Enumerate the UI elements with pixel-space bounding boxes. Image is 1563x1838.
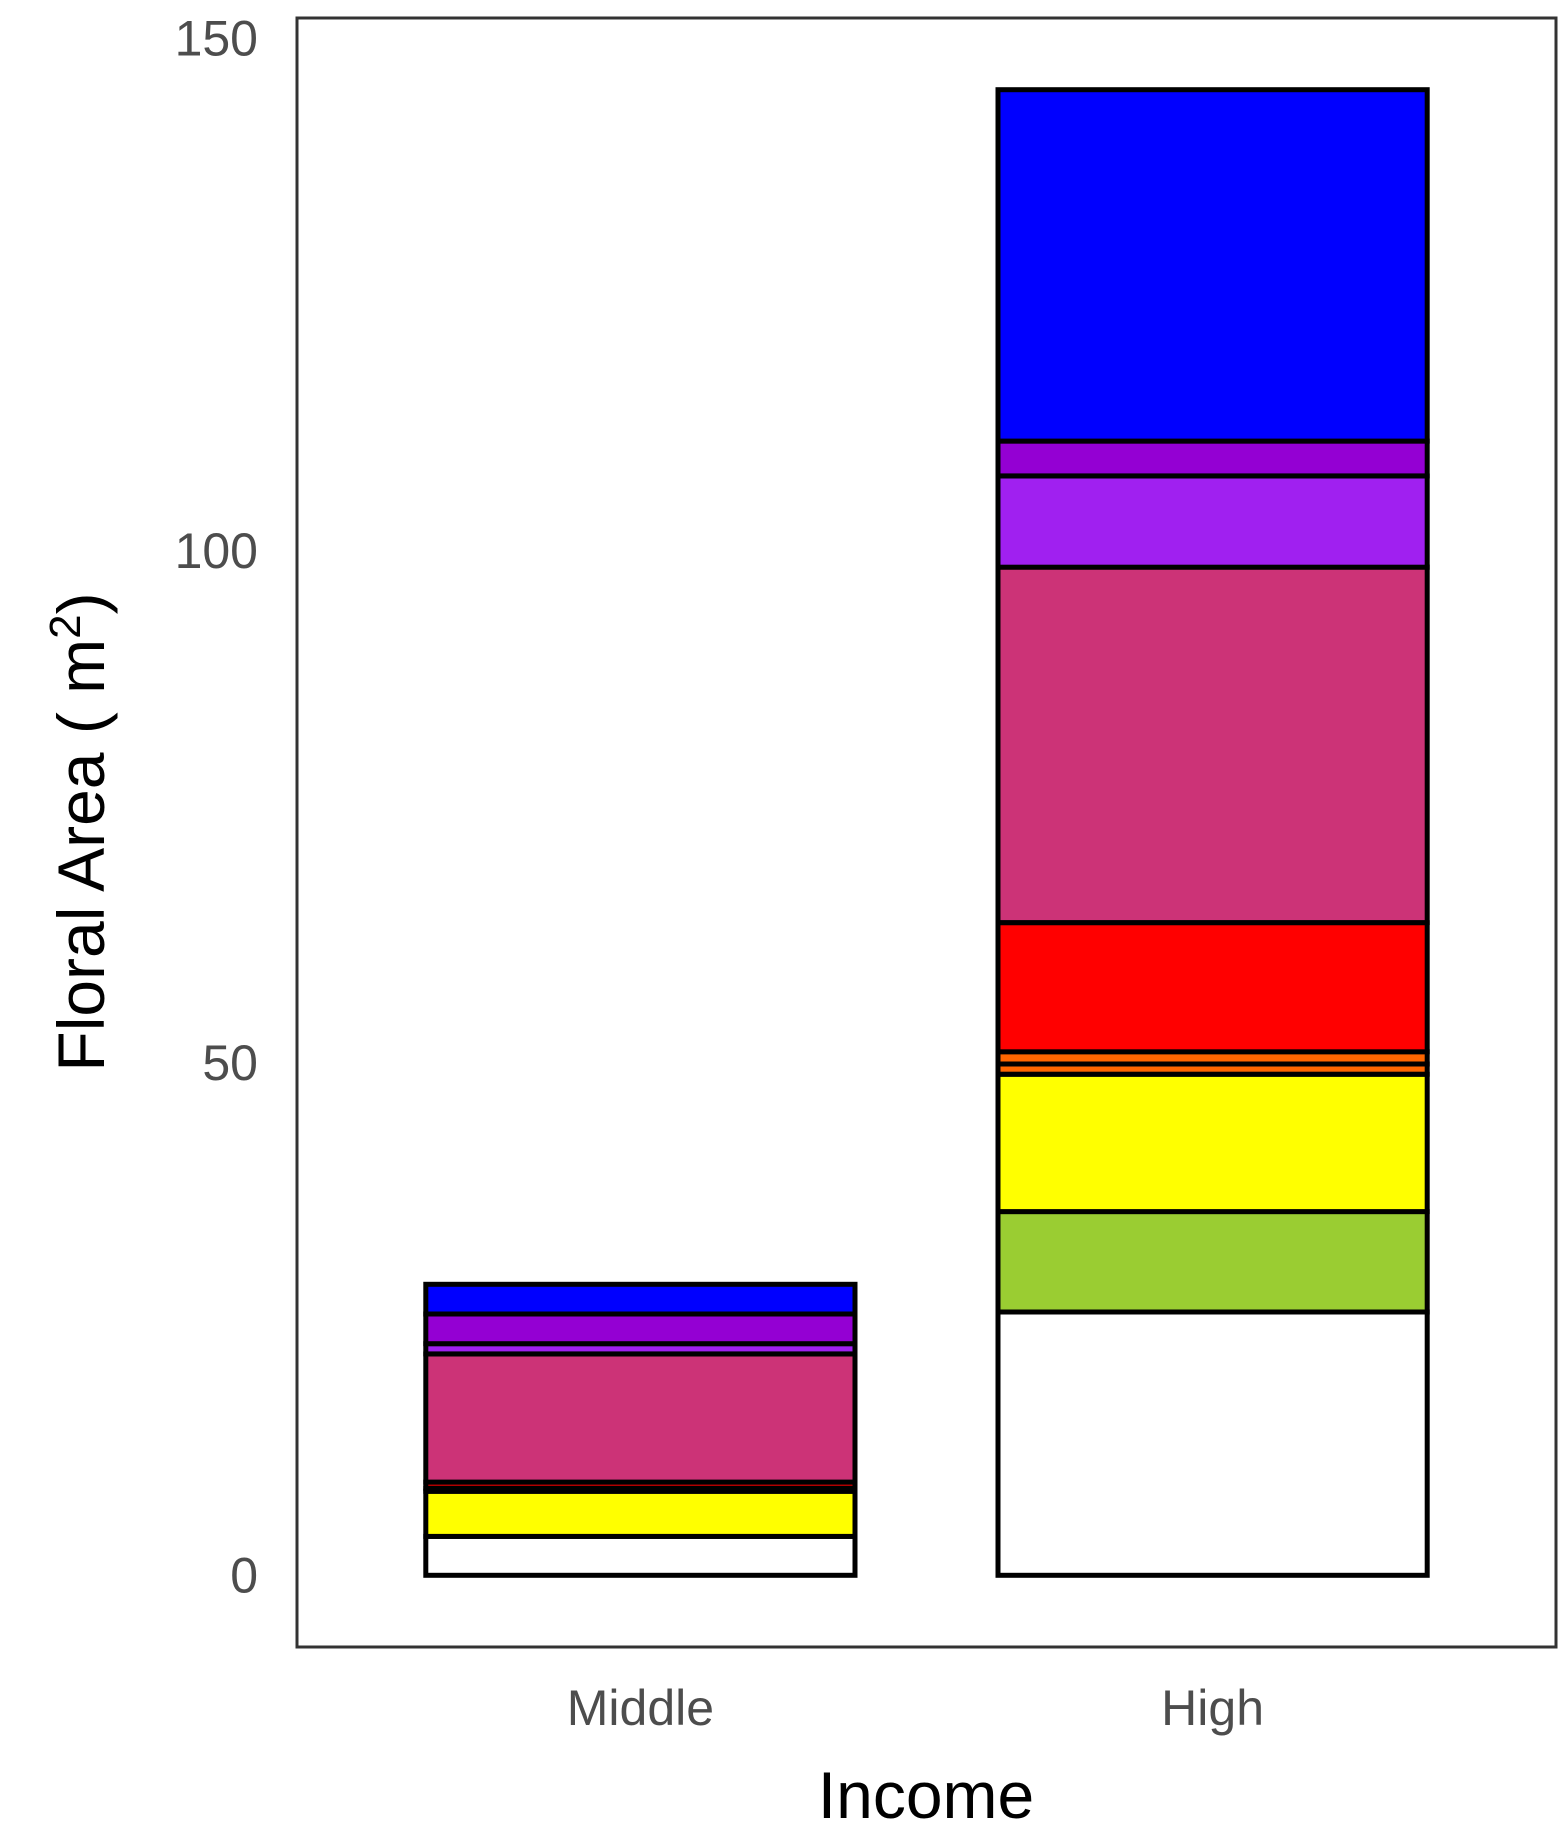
y-tick-label-150: 150: [175, 11, 258, 67]
bar-segment-high-10: [995, 87, 1430, 444]
y-axis-title-superscript: 2: [41, 614, 90, 638]
x-axis-title: Income: [818, 1758, 1034, 1832]
bar-segment-high-2: [995, 1209, 1430, 1315]
x-tick-label-middle: Middle: [567, 1680, 714, 1736]
bar-segment-middle-7: [423, 1311, 858, 1347]
panel-border: [295, 16, 1558, 1649]
bar-segment-high-7: [995, 564, 1430, 926]
y-axis-title: Floral Area ( m2): [41, 592, 118, 1071]
x-tick-label-high: High: [1161, 1680, 1264, 1736]
bars-layer: [423, 87, 1430, 1578]
y-axis-title-suffix: ): [44, 592, 118, 614]
bar-segment-high-9: [995, 438, 1430, 479]
x-axis-ticks: Middle High: [567, 1680, 1264, 1736]
y-axis-ticks: 0 50 100 150: [175, 11, 258, 1604]
bar-segment-high-1: [995, 1309, 1430, 1578]
bar-segment-high-8: [995, 473, 1430, 570]
y-axis-title-main: Floral Area ( m: [44, 639, 118, 1072]
bar-segment-middle-8: [423, 1281, 858, 1317]
bar-stack-high: [995, 87, 1430, 1578]
bar-segment-high-3: [995, 1071, 1430, 1215]
y-tick-label-0: 0: [230, 1547, 258, 1603]
y-tick-label-100: 100: [175, 523, 258, 579]
bar-segment-middle-2: [423, 1488, 858, 1539]
bar-segment-middle-5: [423, 1351, 858, 1485]
bar-stack-middle: [423, 1281, 858, 1578]
bar-segment-high-6: [995, 920, 1430, 1055]
y-tick-label-50: 50: [202, 1035, 258, 1091]
bar-segment-middle-1: [423, 1533, 858, 1578]
